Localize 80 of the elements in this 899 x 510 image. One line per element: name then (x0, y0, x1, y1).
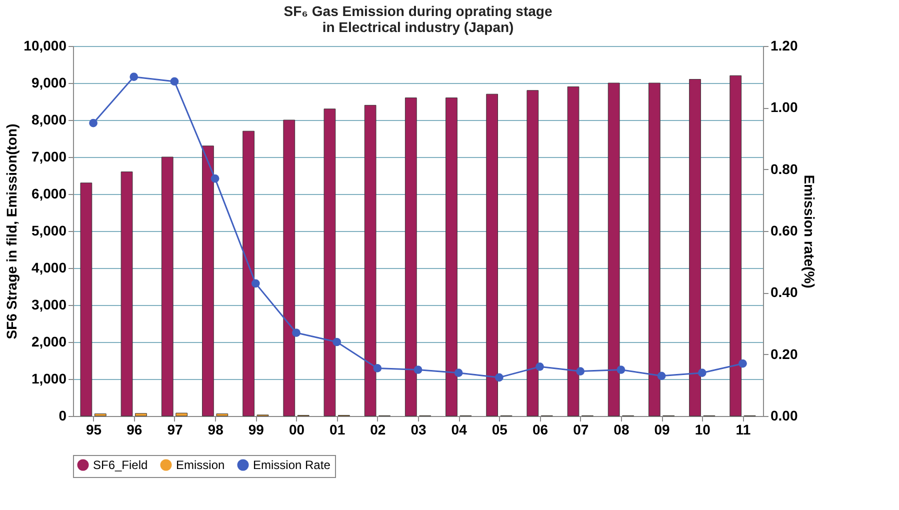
bar (324, 108, 336, 416)
point (454, 368, 463, 378)
bar (648, 82, 660, 416)
x-tick-label: 07 (573, 422, 589, 438)
point (373, 364, 382, 372)
point (738, 359, 747, 368)
bar (608, 82, 620, 416)
y2-tick-label: 0.60 (770, 222, 798, 238)
x-tick-label: 95 (86, 422, 102, 438)
y-tick-label: 9,000 (31, 74, 67, 90)
text: in Electrical industry (Japan) (322, 19, 514, 35)
x-tick-label: 98 (208, 422, 224, 438)
x-tick-label: 99 (248, 422, 264, 438)
bar (80, 182, 92, 416)
y-tick-label: 10,000 (24, 38, 67, 54)
bar (176, 412, 188, 416)
legend-label: Emission Rate (253, 458, 331, 472)
point (292, 328, 300, 337)
x-tick-label: 97 (167, 422, 183, 438)
point (616, 366, 626, 374)
bar (730, 75, 742, 416)
bar (283, 120, 296, 416)
legend-label: SF6_Field (93, 458, 148, 472)
point (414, 366, 422, 374)
point (210, 174, 220, 183)
x-tick-label: 10 (694, 422, 711, 438)
bar (404, 98, 417, 416)
bar (202, 146, 214, 416)
x-tick-label: 05 (492, 422, 508, 438)
point (332, 338, 342, 346)
y-tick-label: 8,000 (31, 112, 67, 128)
y-tick-label: 6,000 (31, 186, 67, 202)
y-tick-label: 3,000 (31, 296, 67, 312)
y2-tick-label: 0.40 (770, 284, 798, 300)
text: SF₆ Gas Emission during oprating stage (284, 3, 552, 19)
x-tick-label: 11 (736, 422, 751, 438)
bar (526, 90, 539, 416)
bar (486, 94, 498, 416)
point (576, 367, 585, 376)
y2-tick-label: 0.20 (770, 346, 798, 362)
bar (94, 414, 106, 416)
point (89, 118, 98, 128)
x-tick-label: 00 (288, 422, 305, 438)
y2-tick-label: 1.00 (770, 99, 798, 116)
y-tick-label: 5,000 (31, 222, 67, 238)
bar (242, 130, 254, 416)
x-tick-label: 06 (532, 422, 548, 438)
point (494, 373, 504, 382)
x-tick-label: 96 (126, 422, 142, 438)
legend-label: Emission (176, 458, 225, 472)
y-tick-label: 1,000 (31, 370, 67, 386)
y2-tick-label: 0.00 (770, 408, 798, 424)
x-tick-label: 04 (451, 422, 468, 438)
bar (120, 172, 133, 416)
bar (364, 104, 376, 416)
bar (567, 86, 580, 416)
point (657, 372, 666, 380)
point (698, 368, 706, 378)
y-axis-title: SF6 Strage in fild, Emission(ton) (4, 124, 20, 340)
y-tick-label: 2,000 (31, 334, 67, 350)
point (536, 362, 544, 371)
point (251, 279, 260, 288)
point (130, 72, 138, 82)
y2-tick-label: 1.20 (770, 38, 798, 54)
y2-axis-title: Emission rate(%) (802, 174, 818, 288)
bar (689, 79, 701, 416)
x-tick-label: 08 (614, 422, 630, 438)
y-tick-label: 4,000 (31, 260, 67, 276)
y2-tick-label: 0.80 (770, 160, 798, 177)
x-tick-label: 01 (330, 422, 346, 438)
bar (135, 413, 147, 416)
x-tick-label: 02 (370, 422, 386, 438)
x-tick-label: 09 (654, 422, 670, 438)
point (170, 77, 179, 86)
bar (161, 156, 174, 416)
x-tick-label: 03 (410, 422, 426, 438)
bar (216, 414, 228, 416)
y-tick-label: 0 (58, 408, 67, 424)
bar (446, 98, 458, 416)
y-tick-label: 7,000 (31, 148, 67, 164)
